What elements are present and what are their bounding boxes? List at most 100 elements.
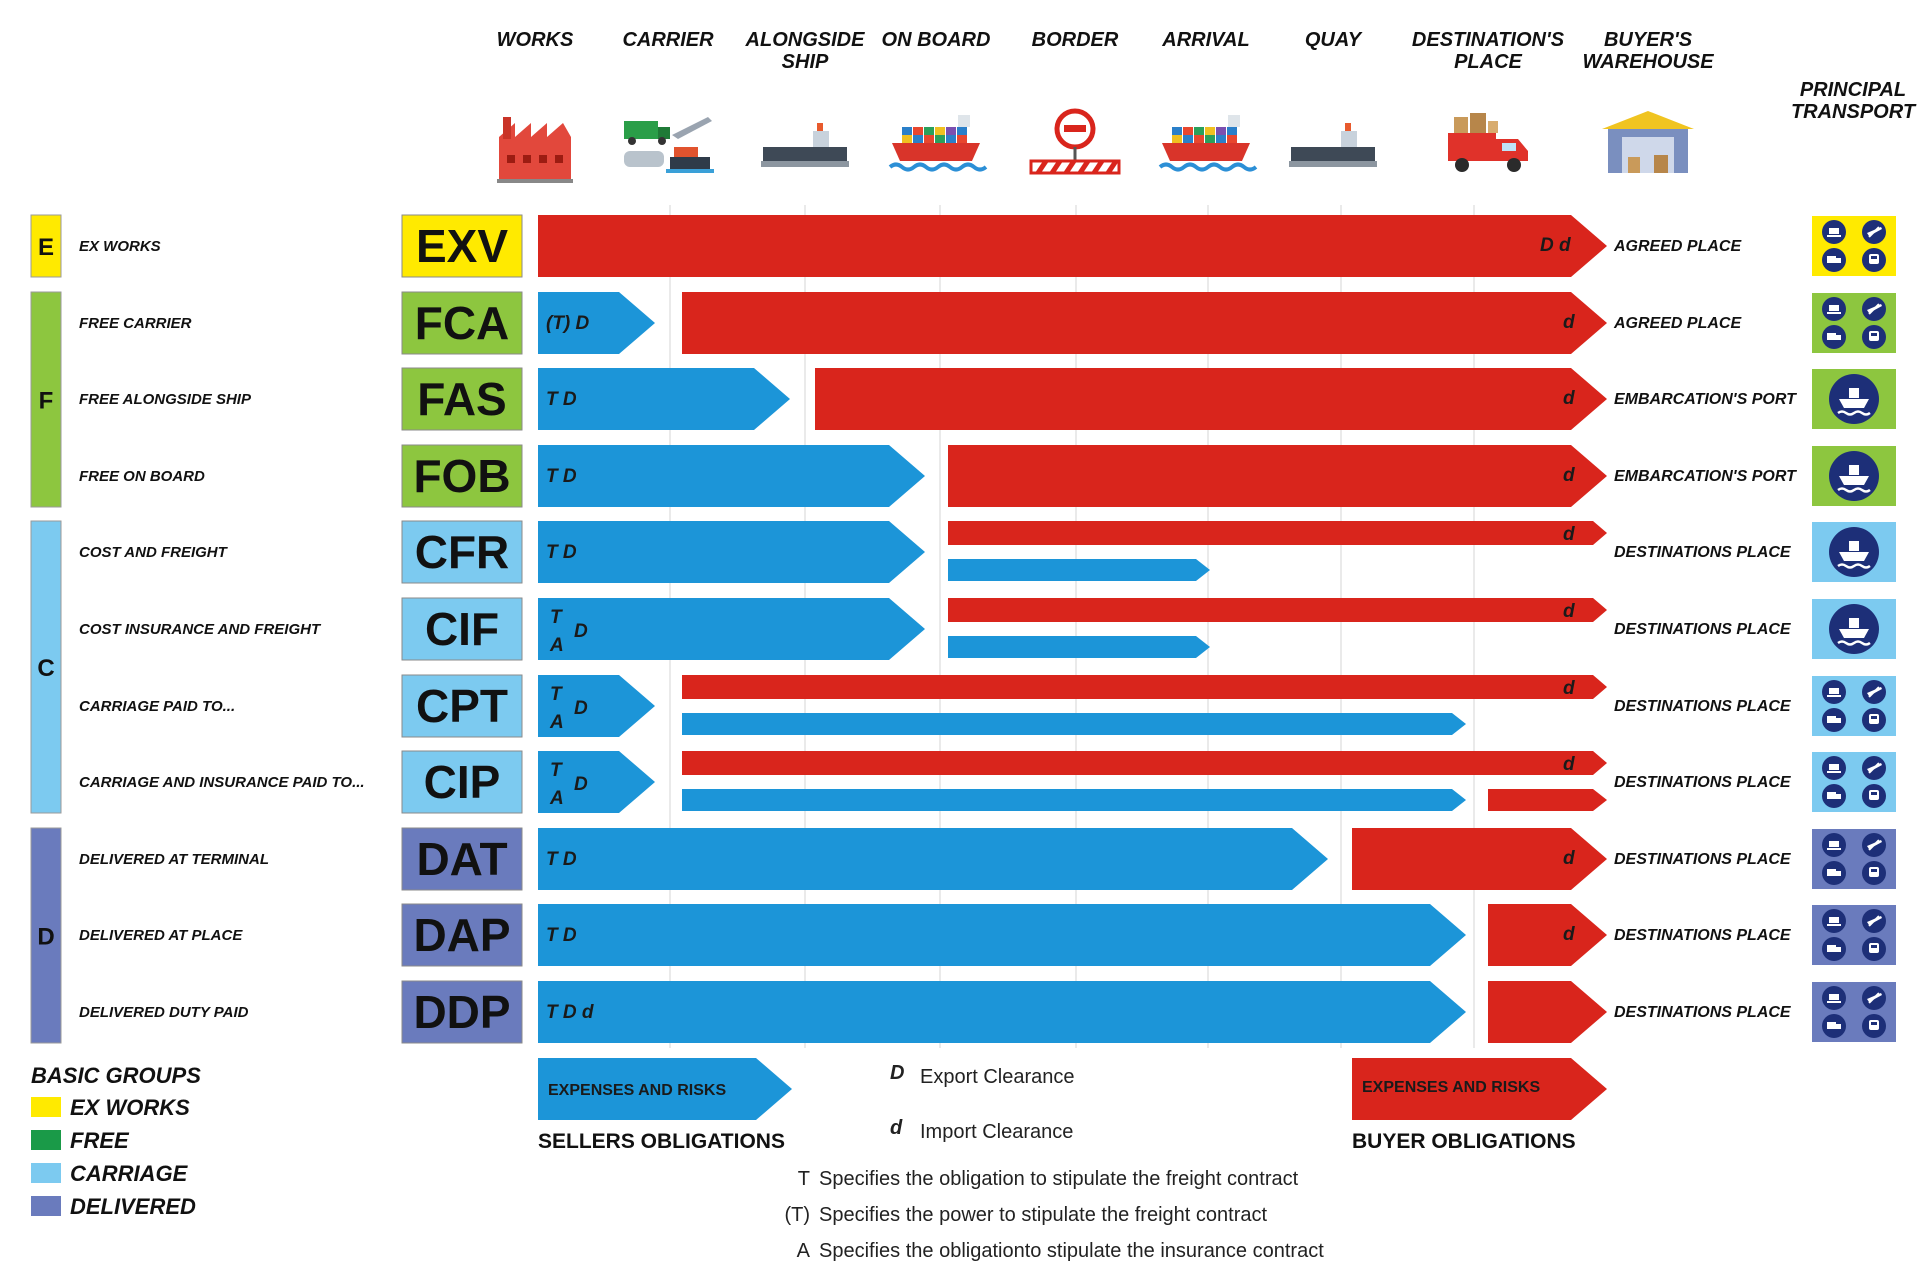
seller-obligation-arrow — [948, 636, 1210, 658]
incoterm-row-cfr: COST AND FREIGHT CFR T D d DESTINATIONS PLAC… — [79, 520, 1896, 584]
ship-alongside-icon — [761, 123, 849, 167]
destination-place: EMBARCATION'S PORT — [1614, 468, 1797, 485]
seller-marker: T D — [546, 542, 577, 563]
all-modes-transport-icon — [1812, 293, 1896, 353]
buyer-marker: d — [1563, 924, 1575, 945]
group-letter: D — [37, 924, 54, 951]
buyer-obligation-arrow — [815, 368, 1607, 430]
clearance-symbol: D — [890, 1062, 904, 1084]
seller-marker: T D — [546, 849, 577, 870]
seller-marker: T D — [546, 466, 577, 487]
clearance-symbol: d — [890, 1117, 903, 1139]
legend-label: CARRIAGE — [70, 1161, 189, 1186]
legend: BASIC GROUPS EX WORKS FREE CARRIAGE DELIVERE… — [31, 1063, 201, 1219]
seller-marker: T D — [546, 389, 577, 410]
group-bar — [30, 291, 62, 508]
incoterm-row-fca: FREE CARRIER FCA (T) D d AGREED PLACE — [79, 291, 1896, 355]
term-name: FREE ALONGSIDE SHIP — [79, 391, 252, 408]
term-name: DELIVERED AT TERMINAL — [79, 851, 269, 868]
buyer-key-arrow — [1352, 1058, 1607, 1120]
stage-label: CARRIER — [622, 29, 714, 51]
group-bar — [30, 827, 62, 1044]
buyer-obligation-arrow — [948, 445, 1607, 507]
seller-marker: T D d — [546, 1002, 594, 1023]
legend-label: EX WORKS — [70, 1095, 190, 1120]
buyer-obligations-caption: BUYER OBLIGATIONS — [1352, 1130, 1576, 1153]
seller-key-label: EXPENSES AND RISKS — [548, 1082, 726, 1099]
stage-label: BUYER'S WAREHOUSE — [1582, 29, 1714, 73]
term-code: FCA — [415, 297, 510, 349]
incoterm-row-fas: FREE ALONGSIDE SHIP FAS T D d EMBARCATION'S … — [79, 367, 1896, 431]
term-code-box — [401, 444, 523, 508]
seller-obligation-arrow — [538, 828, 1328, 890]
group-letter: F — [39, 388, 54, 415]
term-code: DDP — [413, 986, 510, 1038]
destination-place: AGREED PLACE — [1613, 238, 1742, 255]
seller-obligation-arrow — [538, 904, 1466, 966]
destination-place: AGREED PLACE — [1613, 315, 1742, 332]
term-code: CPT — [416, 680, 508, 732]
legend-swatch — [31, 1130, 61, 1150]
legend-label: DELIVERED — [70, 1194, 196, 1219]
buyer-marker: d — [1563, 388, 1575, 409]
seller-marker: (T) D — [546, 313, 590, 334]
note-text: Specifies the obligation to stipulate th… — [819, 1168, 1299, 1190]
seller-marker: T — [550, 607, 563, 628]
buyer-obligation-arrow — [1488, 981, 1607, 1043]
principal-transport-title: PRINCIPAL TRANSPORT — [1791, 79, 1917, 123]
incoterm-row-cip: CARRIAGE AND INSURANCE PAID TO... CIP TADd… — [79, 750, 1896, 814]
sea-transport-icon — [1812, 446, 1896, 506]
term-name: COST AND FREIGHT — [79, 544, 229, 561]
seller-marker: A — [549, 788, 564, 809]
term-code-box — [401, 674, 523, 738]
term-name: CARRIAGE PAID TO... — [79, 698, 235, 715]
seller-obligation-arrow — [538, 981, 1466, 1043]
destination-place: DESTINATIONS PLACE — [1614, 698, 1792, 715]
incoterm-row-exv: EX WORKS EXV D d AGREED PLACE — [79, 214, 1896, 278]
term-name: DELIVERED AT PLACE — [79, 927, 243, 944]
term-code: CIP — [424, 756, 501, 808]
buyer-marker: d — [1563, 524, 1575, 545]
stage-label: WORKS — [497, 29, 574, 51]
clearance-text: Import Clearance — [920, 1121, 1073, 1143]
term-code-box — [401, 980, 523, 1044]
truck-plane-train-icon — [624, 117, 714, 173]
buyer-obligation-arrow — [682, 675, 1607, 699]
seller-marker: T — [550, 760, 563, 781]
seller-marker: A — [549, 635, 564, 656]
note-symbol: A — [797, 1240, 811, 1262]
group-letter: E — [38, 234, 54, 261]
incoterm-row-dap: DELIVERED AT PLACE DAP T D d DESTINATIONS PL… — [79, 903, 1896, 967]
term-name: EX WORKS — [79, 238, 161, 255]
stage-label: DESTINATION'S PLACE — [1412, 29, 1565, 73]
term-name: COST INSURANCE AND FREIGHT — [79, 621, 322, 638]
term-code-box — [401, 214, 523, 278]
destination-place: DESTINATIONS PLACE — [1614, 774, 1792, 791]
stage-label: ALONGSIDE SHIP — [745, 29, 866, 73]
term-code: DAP — [413, 909, 510, 961]
seller-key-arrow — [538, 1058, 792, 1120]
destination-place: EMBARCATION'S PORT — [1614, 391, 1797, 408]
stage-label: ON BOARD — [882, 29, 991, 51]
buyer-marker: d — [1563, 312, 1575, 333]
buyer-marker: d — [1563, 465, 1575, 486]
sea-transport-icon — [1812, 599, 1896, 659]
notes: EXPENSES AND RISKS SELLERS OBLIGATIONS EXP… — [538, 1058, 1607, 1262]
buyer-marker: d — [1563, 848, 1575, 869]
seller-obligation-arrow — [538, 675, 655, 737]
term-code: FOB — [413, 450, 510, 502]
term-code-box — [401, 291, 523, 355]
legend-swatch — [31, 1163, 61, 1183]
destination-place: DESTINATIONS PLACE — [1614, 544, 1792, 561]
arrival-ship-icon — [1158, 115, 1258, 172]
buyer-key-label: EXPENSES AND RISKS — [1362, 1079, 1540, 1096]
buyer-obligation-arrow — [948, 521, 1607, 545]
incoterm-row-fob: FREE ON BOARD FOB T D d EMBARCATION'S PORT — [79, 444, 1896, 508]
warehouse-icon — [1602, 111, 1694, 173]
buyer-obligation-arrow — [1352, 828, 1607, 890]
note-text: Specifies the power to stipulate the fre… — [819, 1204, 1267, 1226]
group-bar — [30, 214, 62, 278]
term-code-box — [401, 750, 523, 814]
